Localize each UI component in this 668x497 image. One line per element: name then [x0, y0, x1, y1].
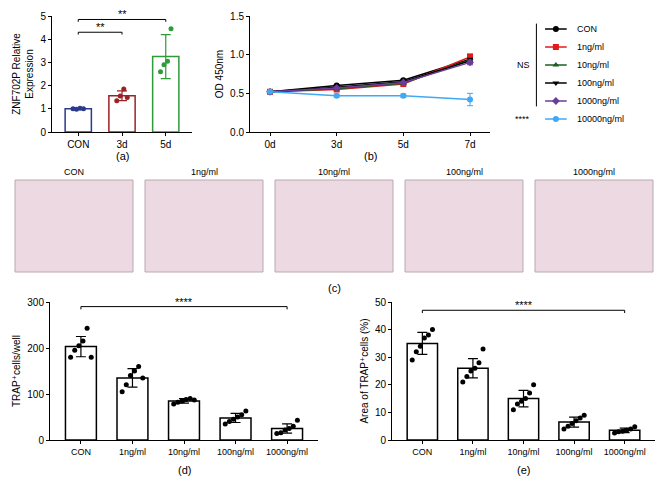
- svg-text:CON: CON: [412, 447, 432, 457]
- svg-text:**: **: [96, 21, 105, 33]
- svg-text:40: 40: [375, 324, 387, 335]
- svg-text:2: 2: [40, 80, 46, 91]
- svg-text:200: 200: [27, 343, 44, 354]
- svg-text:10000ng/ml: 10000ng/ml: [577, 114, 624, 124]
- svg-text:1.5: 1.5: [230, 11, 244, 22]
- svg-text:(e): (e): [517, 464, 530, 476]
- svg-text:1000ng/ml: 1000ng/ml: [266, 447, 308, 457]
- svg-text:10: 10: [375, 407, 387, 418]
- svg-text:0: 0: [40, 127, 46, 138]
- svg-text:(c): (c): [328, 282, 341, 294]
- svg-text:4: 4: [40, 34, 46, 45]
- svg-text:0d: 0d: [264, 139, 275, 150]
- svg-text:3d: 3d: [331, 139, 342, 150]
- svg-text:Area of TRAP⁺cells (%): Area of TRAP⁺cells (%): [359, 318, 370, 423]
- svg-text:CON: CON: [67, 139, 89, 150]
- svg-text:1000ng/ml: 1000ng/ml: [604, 447, 646, 457]
- svg-text:**: **: [118, 8, 127, 20]
- svg-text:10ng/ml: 10ng/ml: [577, 60, 609, 70]
- svg-text:0: 0: [38, 435, 44, 446]
- svg-text:7d: 7d: [464, 139, 475, 150]
- svg-text:1000ng/ml: 1000ng/ml: [577, 96, 619, 106]
- svg-text:OD 450nm: OD 450nm: [214, 50, 225, 98]
- svg-text:CON: CON: [577, 24, 597, 34]
- svg-text:CON: CON: [64, 167, 84, 177]
- svg-text:100: 100: [27, 389, 44, 400]
- svg-text:1ng/ml: 1ng/ml: [459, 447, 486, 457]
- svg-text:0: 0: [380, 435, 386, 446]
- svg-text:100ng/ml: 100ng/ml: [217, 447, 254, 457]
- svg-text:3: 3: [40, 57, 46, 68]
- svg-text:20: 20: [375, 379, 387, 390]
- svg-text:0.5: 0.5: [230, 88, 244, 99]
- svg-text:****: ****: [175, 296, 193, 308]
- svg-text:50: 50: [375, 297, 387, 308]
- svg-text:10ng/ml: 10ng/ml: [507, 447, 539, 457]
- svg-text:30: 30: [375, 352, 387, 363]
- svg-text:1ng/ml: 1ng/ml: [577, 42, 604, 52]
- svg-text:1: 1: [40, 103, 46, 114]
- svg-text:(b): (b): [364, 150, 377, 162]
- svg-text:NS: NS: [517, 60, 530, 70]
- svg-text:****: ****: [515, 114, 530, 124]
- svg-text:0.0: 0.0: [230, 127, 244, 138]
- svg-text:1.0: 1.0: [230, 49, 244, 60]
- svg-text:5d: 5d: [160, 139, 171, 150]
- svg-text:100ng/ml: 100ng/ml: [556, 447, 593, 457]
- svg-text:(a): (a): [116, 150, 129, 162]
- svg-text:1ng/ml: 1ng/ml: [119, 447, 146, 457]
- svg-text:3d: 3d: [116, 139, 127, 150]
- svg-text:1ng/ml: 1ng/ml: [191, 167, 218, 177]
- svg-text:ZNF702P RelativeExpression: ZNF702P RelativeExpression: [11, 33, 35, 115]
- svg-text:100ng/ml: 100ng/ml: [577, 78, 614, 88]
- svg-text:100ng/ml: 100ng/ml: [446, 167, 483, 177]
- svg-text:TRAP⁺cells/well: TRAP⁺cells/well: [11, 335, 22, 407]
- svg-text:CON: CON: [71, 447, 91, 457]
- svg-text:5d: 5d: [398, 139, 409, 150]
- svg-text:****: ****: [515, 299, 533, 311]
- svg-text:10ng/ml: 10ng/ml: [318, 167, 350, 177]
- svg-text:10ng/ml: 10ng/ml: [168, 447, 200, 457]
- svg-text:5: 5: [40, 11, 46, 22]
- svg-text:300: 300: [27, 297, 44, 308]
- svg-text:1000ng/ml: 1000ng/ml: [573, 167, 615, 177]
- svg-text:(d): (d): [178, 464, 191, 476]
